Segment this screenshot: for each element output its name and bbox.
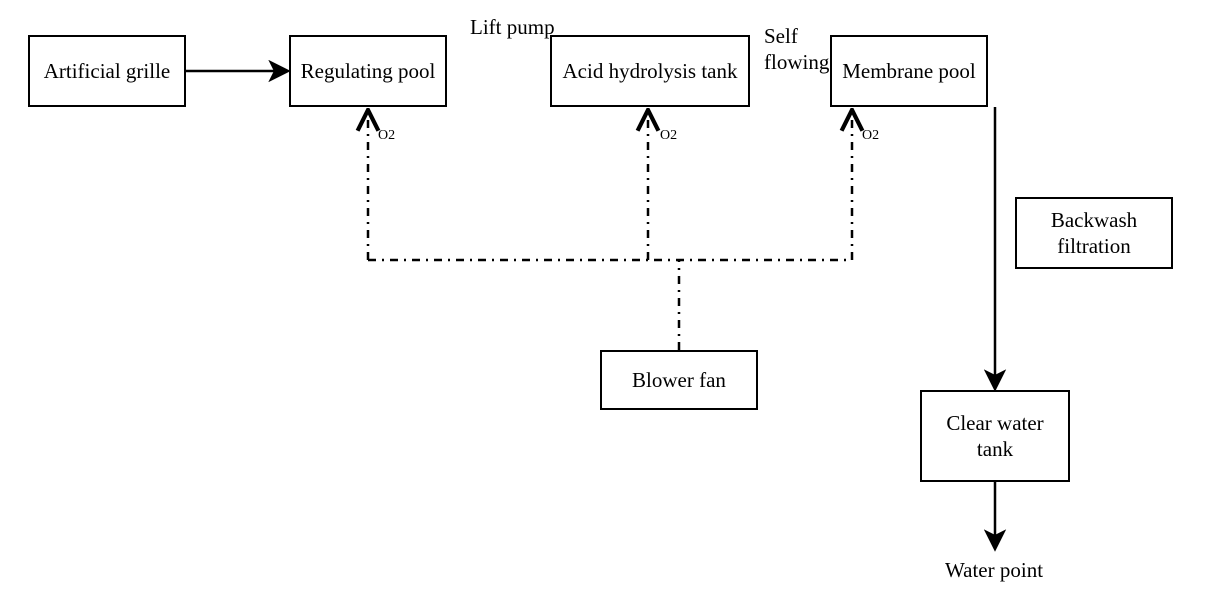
flowchart-canvas: Artificial grille Regulating pool Acid h… xyxy=(0,0,1220,598)
label-self-flowing: Self flowing xyxy=(764,23,828,76)
node-label: Membrane pool xyxy=(842,58,976,84)
label-o2-acid: O2 xyxy=(660,128,677,144)
label-lift-pump: Lift pump xyxy=(470,15,555,40)
node-clear-water-tank: Clear water tank xyxy=(920,390,1070,482)
node-membrane-pool: Membrane pool xyxy=(830,35,988,107)
node-label: Backwash filtration xyxy=(1025,207,1163,260)
node-blower-fan: Blower fan xyxy=(600,350,758,410)
label-o2-mem: O2 xyxy=(862,128,879,144)
node-artificial-grille: Artificial grille xyxy=(28,35,186,107)
node-label: Artificial grille xyxy=(44,58,171,84)
label-o2-reg: O2 xyxy=(378,128,395,144)
node-label: Clear water tank xyxy=(930,410,1060,463)
label-water-point: Water point xyxy=(945,558,1043,583)
node-label: Regulating pool xyxy=(301,58,436,84)
node-label: Blower fan xyxy=(632,367,726,393)
node-backwash-filtration: Backwash filtration xyxy=(1015,197,1173,269)
label-text: Self flowing xyxy=(764,24,829,74)
node-label: Acid hydrolysis tank xyxy=(563,58,738,84)
node-acid-hydrolysis-tank: Acid hydrolysis tank xyxy=(550,35,750,107)
node-regulating-pool: Regulating pool xyxy=(289,35,447,107)
